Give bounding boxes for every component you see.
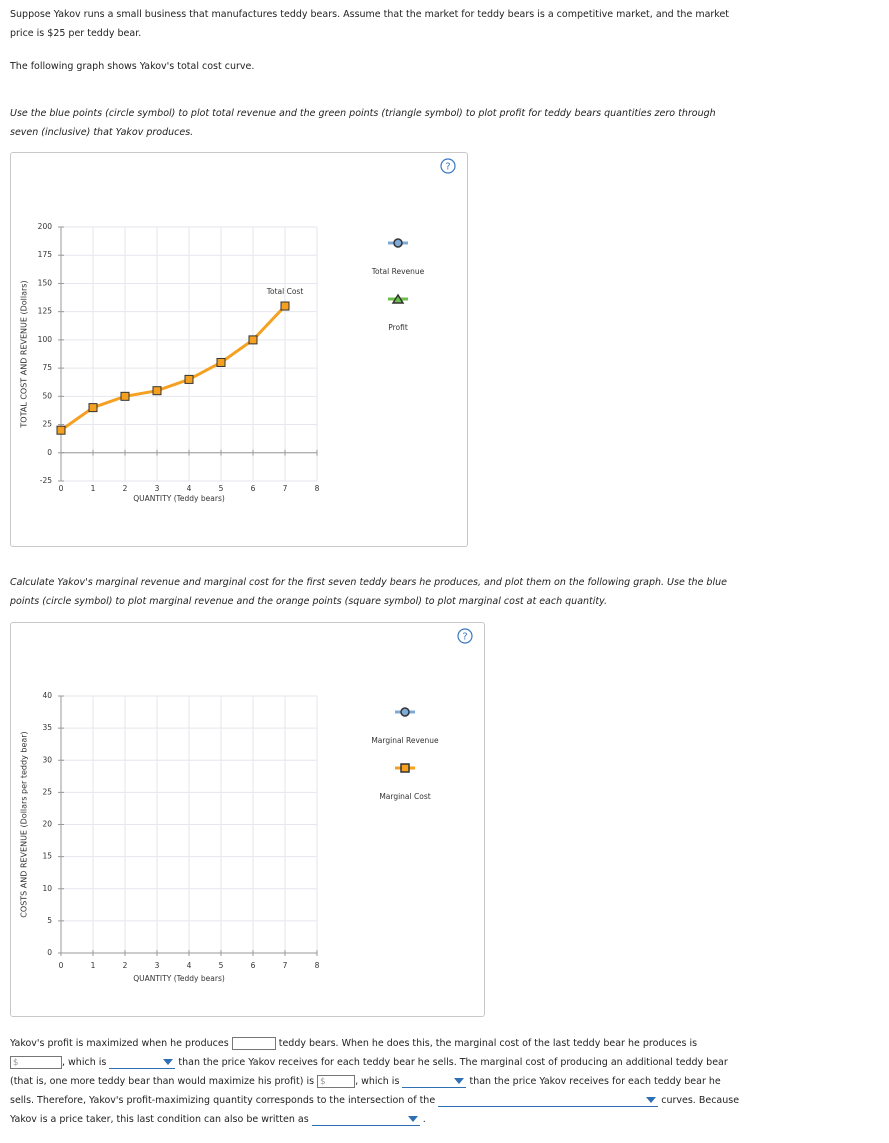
intro-paragraph: The following graph shows Yakov's total … [10,61,255,72]
data-point [152,386,162,396]
palette-marker[interactable] [391,293,405,304]
chart: 0 5 10 15 20 25 30 35 40 0 1 2 3 4 5 6 7 8 QUANTITY (Teddy… [20,628,473,983]
x-tick-label: 5 [219,961,224,970]
x-tick-label: 6 [251,961,256,970]
data-point [184,374,194,384]
x-tick-label: 4 [187,961,192,970]
y-axis-label: COSTS AND REVENUE (Dollars per teddy bea… [20,731,29,917]
question-text: . [422,1114,426,1125]
question-text: , which is [355,1076,400,1087]
quantity-input[interactable] [231,1037,276,1050]
y-tick-label: 0 [47,948,52,957]
x-tick-label: 1 [91,961,96,970]
x-axis-label: QUANTITY (Teddy bears) [133,494,225,503]
chart-panel: -25 0 25 50 75 100 125 150 175 200 0 1 2 3 4 5 6 7 8 QUANTI… [10,152,468,547]
y-tick-label: 150 [38,278,53,287]
x-tick-label: 3 [155,961,160,970]
condition-dropdown[interactable] [311,1113,420,1126]
palette-marker[interactable] [400,763,410,773]
instruction: Use the blue points (circle symbol) to p… [10,108,716,138]
y-tick-label: 35 [42,723,52,732]
x-tick-label: 0 [59,961,64,970]
y-tick-label: -25 [40,476,52,485]
data-point [88,403,98,413]
data-point [56,425,66,435]
y-axis-label: TOTAL COST AND REVENUE (Dollars) [20,280,29,428]
question-text: curves. Because Yakov is a price taker, … [10,1095,740,1125]
x-tick-label: 8 [315,484,320,493]
x-tick-label: 8 [315,961,320,970]
help-icon-label: ? [445,162,450,173]
x-tick-label: 2 [123,961,128,970]
y-tick-label: 200 [38,222,53,231]
y-tick-label: 100 [38,335,53,344]
data-point [248,335,258,345]
palette-marker[interactable] [393,238,403,248]
y-tick-label: 5 [47,916,52,925]
x-tick-label: 6 [251,484,256,493]
comparison-dropdown[interactable] [402,1075,467,1088]
palette-label: Marginal Cost [379,792,430,801]
x-tick-label: 5 [219,484,224,493]
question-text: than the price Yakov receives for each t… [10,1057,728,1087]
comparison-dropdown[interactable] [109,1056,176,1069]
y-tick-label: 15 [42,852,52,861]
x-tick-label: 7 [283,484,288,493]
y-tick-label: 20 [42,820,52,829]
help-icon[interactable] [440,158,456,174]
x-tick-label: 7 [283,961,288,970]
curves-dropdown[interactable] [438,1094,659,1107]
y-tick-label: 0 [47,448,52,457]
cost-input[interactable]: $ [10,1056,62,1069]
y-tick-label: 10 [42,884,52,893]
cost-input[interactable]: $ [317,1075,356,1088]
palette-label: Marginal Revenue [371,736,439,745]
currency: $ [13,1058,19,1068]
y-tick-label: 125 [38,307,53,316]
intro-paragraph: Suppose Yakov runs a small business that… [10,9,730,39]
data-point [216,357,226,367]
question-text: Yakov's profit is maximized when he prod… [10,1038,229,1049]
series-label: Total Cost [266,287,304,296]
x-tick-label: 2 [123,484,128,493]
question: Yakov's profit is maximized when he prod… [10,1034,745,1129]
y-tick-label: 175 [38,250,53,259]
y-tick-label: 50 [42,391,52,400]
question-text: teddy bears. When he does this, the marg… [278,1038,698,1049]
instruction: Calculate Yakov's marginal revenue and m… [10,577,727,607]
x-tick-label: 3 [155,484,160,493]
x-tick-label: 1 [91,484,96,493]
x-axis-label: QUANTITY (Teddy bears) [133,974,225,983]
palette-marker[interactable] [400,707,410,717]
palette-label: Profit [388,323,408,332]
question-text: than the price Yakov receives for each t… [10,1076,721,1106]
y-tick-label: 25 [42,787,52,796]
data-point [120,391,130,401]
chart: -25 0 25 50 75 100 125 150 175 200 0 1 2 3 4 5 6 7 8 QUANTI… [20,158,456,503]
y-tick-label: 30 [42,755,52,764]
palette-label: Total Revenue [371,267,425,276]
currency: $ [320,1077,326,1087]
y-tick-label: 40 [42,691,52,700]
x-tick-label: 0 [59,484,64,493]
y-tick-label: 25 [42,420,52,429]
data-point [280,301,290,311]
y-tick-label: 75 [42,363,52,372]
chart-panel: 0 5 10 15 20 25 30 35 40 0 1 2 3 4 5 6 7 8 QUANTITY (Teddy… [10,622,485,1017]
question-text: , which is [62,1057,107,1068]
help-icon[interactable] [457,628,473,644]
series-line [60,304,287,432]
help-icon-label: ? [462,632,467,643]
x-tick-label: 4 [187,484,192,493]
